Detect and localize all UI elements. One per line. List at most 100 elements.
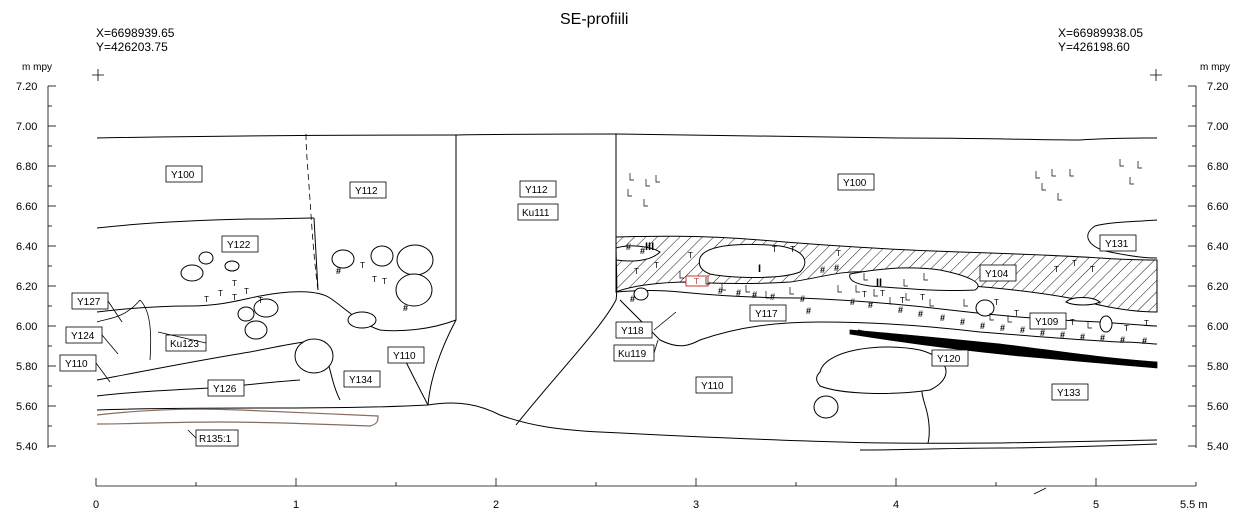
svg-text:Ku119: Ku119 <box>618 349 647 360</box>
brick-mark: T <box>994 298 999 307</box>
right-tick-label: 5.80 <box>1207 361 1228 373</box>
leader-lines <box>95 299 677 383</box>
scale-label-1: 1 <box>293 499 299 511</box>
left-tick-label: 7.20 <box>16 81 37 93</box>
l-mark <box>1041 183 1046 191</box>
l-mark <box>873 289 878 297</box>
brick-mark: T <box>1090 265 1095 274</box>
l-mark <box>889 297 894 305</box>
svg-text:Y109: Y109 <box>1035 317 1059 328</box>
charcoal-mark: # <box>918 309 923 319</box>
svg-text:Y110: Y110 <box>65 359 88 370</box>
layer-label-y110-left: Y110 <box>59 354 97 372</box>
sample-mark-ii: II <box>876 277 882 289</box>
stones <box>180 244 1113 419</box>
l-mark <box>903 279 908 287</box>
left-tick-label: 7.00 <box>16 121 37 133</box>
red-sample-mark: T <box>694 277 699 286</box>
brick-mark: T <box>1124 324 1129 333</box>
svg-text:Y124: Y124 <box>71 331 95 342</box>
l-mark <box>923 273 928 281</box>
l-mark <box>629 173 634 181</box>
brick-mark: T <box>1072 259 1077 268</box>
scale-minor-stroke <box>1033 487 1047 495</box>
scale-label-3: 3 <box>693 499 699 511</box>
layer-label-y100-right: Y100 <box>837 173 875 191</box>
layer-label-y124: Y124 <box>65 326 103 344</box>
charcoal-mark: # <box>640 246 645 256</box>
charcoal-mark: # <box>940 313 945 323</box>
layer-label-y133: Y133 <box>1051 383 1089 401</box>
svg-text:Y110: Y110 <box>393 351 416 362</box>
left-tick-label: 6.60 <box>16 201 37 213</box>
charcoal-mark: # <box>1000 323 1005 333</box>
brick-mark: T <box>244 287 249 296</box>
left-axis-unit: m mpy <box>22 62 52 73</box>
layer-label-y110-center: Y110 <box>695 376 733 394</box>
l-mark <box>837 285 842 293</box>
l-mark <box>643 199 648 207</box>
l-marks <box>627 159 1142 329</box>
left-reference-cross <box>92 69 104 81</box>
svg-text:Y100: Y100 <box>843 178 867 189</box>
root-feature <box>96 408 379 427</box>
l-mark <box>863 273 868 281</box>
charcoal-mark: # <box>834 263 839 273</box>
left-tick-label: 6.80 <box>16 161 37 173</box>
brick-mark: T <box>688 251 693 260</box>
layer-label-y134: Y134 <box>343 370 381 388</box>
charcoal-mark: # <box>868 300 873 310</box>
charcoal-mark: # <box>1142 336 1147 346</box>
charcoal-mark: # <box>630 294 635 304</box>
brick-mark: T <box>1070 318 1075 327</box>
charcoal-mark: # <box>806 306 811 316</box>
layer-label-y112-center: Y112 <box>519 180 557 198</box>
scale-label-4: 4 <box>893 499 899 511</box>
svg-text:Y110: Y110 <box>701 381 724 392</box>
charcoal-mark: # <box>736 288 741 298</box>
svg-text:Y117: Y117 <box>755 309 778 320</box>
brick-mark: T <box>204 295 209 304</box>
layer-label-y122: Y122 <box>221 235 259 253</box>
brick-mark: T <box>232 279 237 288</box>
right-reference-cross <box>1150 69 1162 81</box>
charcoal-mark: # <box>1120 335 1125 345</box>
brick-mark: T <box>1014 309 1019 318</box>
l-mark <box>1051 169 1056 177</box>
svg-text:Y112: Y112 <box>525 185 548 196</box>
brick-mark: T <box>880 289 885 298</box>
svg-text:Y118: Y118 <box>621 326 644 337</box>
charcoal-mark: # <box>1020 325 1025 335</box>
brick-mark: T <box>862 290 867 299</box>
charcoal-marks: # #### # # # ## ## # # # # # # # # # # # # # ### <box>336 242 1147 346</box>
l-mark <box>645 179 650 187</box>
brick-mark: T <box>232 293 237 302</box>
charcoal-mark: # <box>800 294 805 304</box>
l-mark <box>705 277 710 285</box>
svg-text:Y127: Y127 <box>77 297 101 308</box>
layer-label-y120: Y120 <box>931 349 969 367</box>
hatch-left-gap <box>615 245 661 262</box>
charcoal-mark: # <box>1040 328 1045 338</box>
l-mark <box>1087 321 1092 329</box>
svg-text:Y134: Y134 <box>349 375 373 386</box>
layer-label-y109: Y109 <box>1029 312 1067 330</box>
l-mark <box>855 285 860 293</box>
left-tick-label: 5.40 <box>16 441 37 453</box>
layer-label-y127: Y127 <box>71 292 109 310</box>
left-tick-label: 6.00 <box>16 321 37 333</box>
layer-label-r135: R135:1 <box>195 429 239 447</box>
l-mark <box>1007 315 1012 323</box>
right-tick-labels: 7.20 7.00 6.80 6.60 6.40 6.20 6.00 5.80 … <box>1207 81 1228 453</box>
charcoal-mark: # <box>752 290 757 300</box>
charcoal-mark: # <box>718 286 723 296</box>
layer-label-y104: Y104 <box>979 264 1017 282</box>
l-mark <box>627 189 632 197</box>
left-x-coordinate: X=6698939.65 <box>96 26 175 40</box>
sample-mark-iii: III <box>645 241 654 253</box>
l-mark <box>789 287 794 295</box>
svg-text:Y122: Y122 <box>227 240 251 251</box>
right-tick-label: 7.00 <box>1207 121 1228 133</box>
